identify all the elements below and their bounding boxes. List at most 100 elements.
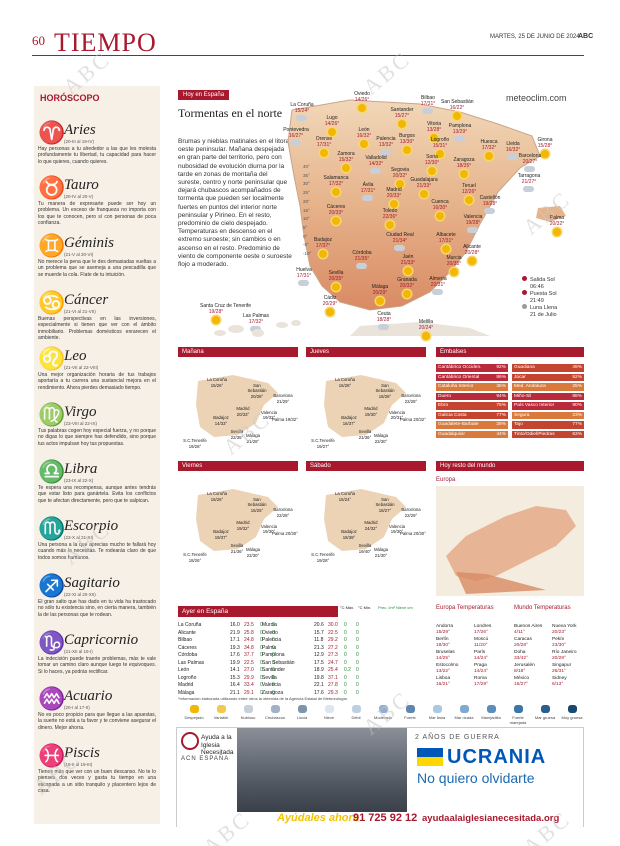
horoscope-sign: ♎ Libra (23-IX al 22-X) Te espera una recom…: [38, 461, 156, 517]
city-name: Cáceres: [178, 644, 197, 651]
weather-icon: [513, 705, 523, 713]
sign-name: Sagitario: [64, 575, 120, 591]
reservoir-row: Tinto/Odiel/Piedras 63%: [512, 430, 584, 438]
city-name: La Coruña: [178, 622, 202, 628]
legend-item: Mar gruesa: [531, 705, 559, 720]
city-temp: 20/24°: [418, 324, 434, 331]
temp-value: 15/29°: [436, 630, 450, 635]
sign-text: Tu manera de expresarte puede ser hoy un…: [38, 201, 156, 227]
yesterday-col-head: °C Mín.: [358, 605, 372, 610]
sun-icon: [328, 128, 336, 136]
city-name: Zamora: [337, 151, 355, 157]
reservoir-name: Guadalquivir: [438, 431, 465, 437]
reservoir-name: Cataluña Interior: [438, 384, 474, 389]
temp-entry: Pekín 23/30°: [552, 637, 588, 649]
city-temp: 20/32°: [549, 220, 565, 227]
legend-label: Mar llana: [428, 715, 446, 720]
min-temp: 25.4: [328, 667, 338, 673]
sign-text: Hay personas a tu alrededor a las que le…: [38, 146, 156, 165]
horoscope-sign: ♐ Sagitario (22-XI al 20-XII) El gran salto…: [38, 575, 156, 631]
sign-dates: (20-III al 19-IV): [64, 139, 95, 144]
city-name: Burgos: [399, 133, 415, 139]
reservoir-value: 88%: [572, 393, 582, 399]
reservoir-value: 77%: [572, 422, 582, 427]
max-temp: 21.9: [230, 629, 240, 636]
city-name: Logroño: [430, 137, 450, 143]
map-city: Alicante 20/28°: [456, 244, 488, 256]
forecast-city: Badajoz 16/37°: [341, 415, 357, 426]
reservoir-row: Duero 94%: [436, 392, 508, 400]
legend-item: Despejado: [180, 705, 208, 720]
city-temp: 14/26°: [324, 120, 340, 127]
city-temp: 13/28°: [426, 126, 442, 133]
temp-value: 23/30°: [552, 643, 566, 648]
ad-cta[interactable]: Ayúdales ahora: [277, 812, 359, 824]
reservoir-name: Med. Andaluza: [514, 384, 546, 389]
forecast-city: Sevilla 22/35°: [230, 429, 244, 440]
map-city: Salamanca 17/32°: [320, 175, 352, 187]
legend-label: Mar rizada: [454, 715, 474, 720]
horoscope-sign: ♏ Escorpio (23-X al 21-XI) Una persona a la…: [38, 518, 156, 574]
ad-subheadline: No quiero olvidarte: [417, 770, 535, 786]
map-city: Santa Cruz de Tenerife 19/28°: [200, 303, 251, 315]
map-city: Orense 17/31°: [308, 136, 340, 148]
city-name: Palencia: [262, 637, 282, 643]
city-name: Albacete: [436, 232, 456, 238]
horoscope-sign: ♉ Tauro (20-IV al 20-V) Tu manera de expres…: [38, 177, 156, 233]
city-temp: 19/28°: [482, 200, 498, 207]
city-name: Sevilla: [328, 270, 344, 276]
cloud-icon: [394, 245, 405, 251]
source-label: meteoclim.com: [506, 93, 567, 103]
max-temp: 15.7: [314, 629, 324, 636]
reservoir-row: Cataluña Interior 36%: [436, 383, 508, 391]
map-city: Melilla 20/24°: [410, 319, 442, 331]
yesterday-row: Alicante 21.9 25.8 0 0: [178, 629, 275, 638]
weather-icon: [216, 705, 226, 713]
map-city: Palma 20/32°: [541, 215, 573, 227]
city-temp: 20/27°: [522, 158, 538, 165]
zodiac-icon: ♈: [38, 121, 66, 146]
zodiac-icon: ♍: [38, 403, 66, 428]
city-name: Logroño: [178, 674, 197, 681]
ad-phone[interactable]: 91 725 92 12: [353, 812, 418, 824]
temp-value: 33/42°: [514, 656, 528, 661]
map-city: Bilbao 17/31°: [412, 95, 444, 107]
peninsula-shape: [196, 375, 278, 437]
forecast-city: Sevilla 21/36°: [230, 543, 244, 554]
sign-dates: (21-XII al 19-I): [64, 649, 93, 654]
sign-dates: (18-II al 19-III): [64, 762, 93, 767]
city-temp: 17/31°: [360, 187, 376, 194]
legend-label: Nieve: [323, 715, 335, 720]
min-temp: 22.5: [328, 629, 338, 636]
temp-entry: Andorra 15/29°: [436, 624, 472, 636]
zodiac-icon: ♎: [38, 460, 66, 485]
ad-url[interactable]: ayudaalaiglesianecesitada.org: [422, 813, 560, 824]
map-city: Ávila 17/31°: [352, 182, 384, 194]
min-temp: 34.8: [244, 644, 254, 651]
forecast-city: Sevilla 21/36°: [358, 429, 372, 440]
advertisement[interactable]: Ayuda a la Iglesia Necesitada ACN ESPAÑA …: [176, 727, 584, 828]
yesterday-row: Palma 21.3 27.2 0 0: [262, 645, 359, 653]
min-temp: 37.7: [244, 652, 254, 658]
acn-short: ACN ESPAÑA: [181, 756, 230, 762]
reservoir-name: Cantábrico Occiden.: [438, 365, 482, 370]
yesterday-row: Madrid 16.4 33.4 0 0: [178, 682, 275, 690]
city-temp: 13/32°: [378, 141, 394, 148]
forecast-city: Madrid 24/32°: [364, 520, 378, 531]
reservoir-value: 94%: [496, 393, 506, 399]
temp-entry: Berlín 18/30°: [436, 637, 472, 649]
precip: 0: [344, 659, 347, 666]
city-name: Pamplona: [448, 123, 472, 129]
cloud-icon: [484, 208, 495, 214]
city-name: Palencia: [376, 136, 396, 142]
sun-icon: [403, 146, 411, 154]
max-temp: 19.3: [230, 644, 240, 651]
map-city: Córdoba 21/35°: [346, 250, 378, 262]
city-temp: 21/34°: [392, 237, 408, 244]
city-temp: 16/32°: [356, 132, 372, 139]
forecast-city: San Sebastián 18/27°: [375, 496, 395, 513]
forecast-city: Badajoz 19/37°: [213, 529, 229, 540]
legend-label: Chubascos: [264, 715, 285, 720]
city-name: Ceuta: [377, 311, 391, 317]
city-temp: 15/32°: [338, 156, 354, 163]
